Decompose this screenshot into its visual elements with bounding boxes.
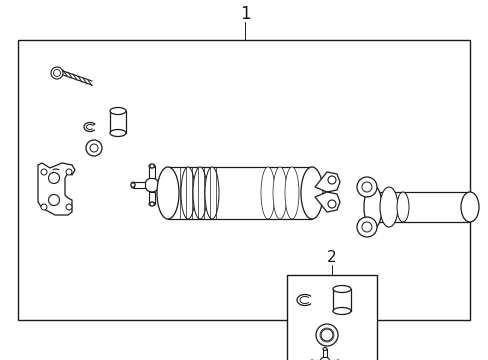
Bar bbox=[332, 289, 350, 311]
Circle shape bbox=[145, 178, 159, 192]
Ellipse shape bbox=[460, 192, 478, 222]
Ellipse shape bbox=[285, 167, 298, 219]
Ellipse shape bbox=[379, 187, 397, 227]
Circle shape bbox=[66, 169, 72, 175]
Bar bbox=[149, 166, 155, 178]
Circle shape bbox=[86, 140, 102, 156]
Ellipse shape bbox=[110, 108, 126, 114]
Ellipse shape bbox=[204, 167, 219, 219]
Ellipse shape bbox=[193, 167, 206, 219]
Circle shape bbox=[361, 222, 371, 232]
Ellipse shape bbox=[181, 167, 195, 219]
Circle shape bbox=[169, 183, 173, 187]
Ellipse shape bbox=[131, 182, 135, 188]
Circle shape bbox=[327, 200, 335, 208]
Circle shape bbox=[90, 144, 98, 152]
Circle shape bbox=[315, 324, 337, 346]
Circle shape bbox=[41, 204, 47, 210]
Text: 2: 2 bbox=[326, 249, 336, 265]
Bar bbox=[18, 40, 469, 320]
Circle shape bbox=[150, 164, 154, 168]
Ellipse shape bbox=[261, 167, 274, 219]
Ellipse shape bbox=[272, 167, 286, 219]
Ellipse shape bbox=[332, 285, 350, 292]
Circle shape bbox=[53, 69, 61, 77]
Polygon shape bbox=[168, 167, 311, 219]
Polygon shape bbox=[314, 172, 339, 192]
Ellipse shape bbox=[396, 192, 408, 222]
Text: 1: 1 bbox=[239, 5, 250, 23]
Ellipse shape bbox=[149, 202, 155, 206]
Polygon shape bbox=[314, 192, 339, 212]
Circle shape bbox=[356, 217, 376, 237]
Ellipse shape bbox=[301, 167, 323, 219]
Circle shape bbox=[356, 177, 376, 197]
Polygon shape bbox=[374, 192, 469, 222]
Bar bbox=[110, 111, 126, 133]
Circle shape bbox=[48, 194, 60, 206]
Circle shape bbox=[319, 357, 329, 360]
Circle shape bbox=[320, 329, 332, 341]
Ellipse shape bbox=[332, 307, 350, 315]
Bar bbox=[286, 275, 376, 360]
Circle shape bbox=[41, 169, 47, 175]
Circle shape bbox=[361, 182, 371, 192]
Bar bbox=[323, 349, 326, 357]
Ellipse shape bbox=[323, 347, 326, 351]
Polygon shape bbox=[38, 163, 75, 215]
Circle shape bbox=[66, 204, 72, 210]
Ellipse shape bbox=[157, 167, 179, 219]
Circle shape bbox=[131, 183, 135, 187]
Bar bbox=[133, 182, 145, 188]
Circle shape bbox=[51, 67, 63, 79]
Circle shape bbox=[150, 202, 154, 206]
Circle shape bbox=[327, 176, 335, 184]
Ellipse shape bbox=[363, 185, 381, 229]
Bar bbox=[149, 192, 155, 204]
Circle shape bbox=[48, 172, 60, 184]
Ellipse shape bbox=[169, 182, 173, 188]
Bar bbox=[159, 182, 171, 188]
Ellipse shape bbox=[110, 130, 126, 136]
Ellipse shape bbox=[149, 164, 155, 168]
